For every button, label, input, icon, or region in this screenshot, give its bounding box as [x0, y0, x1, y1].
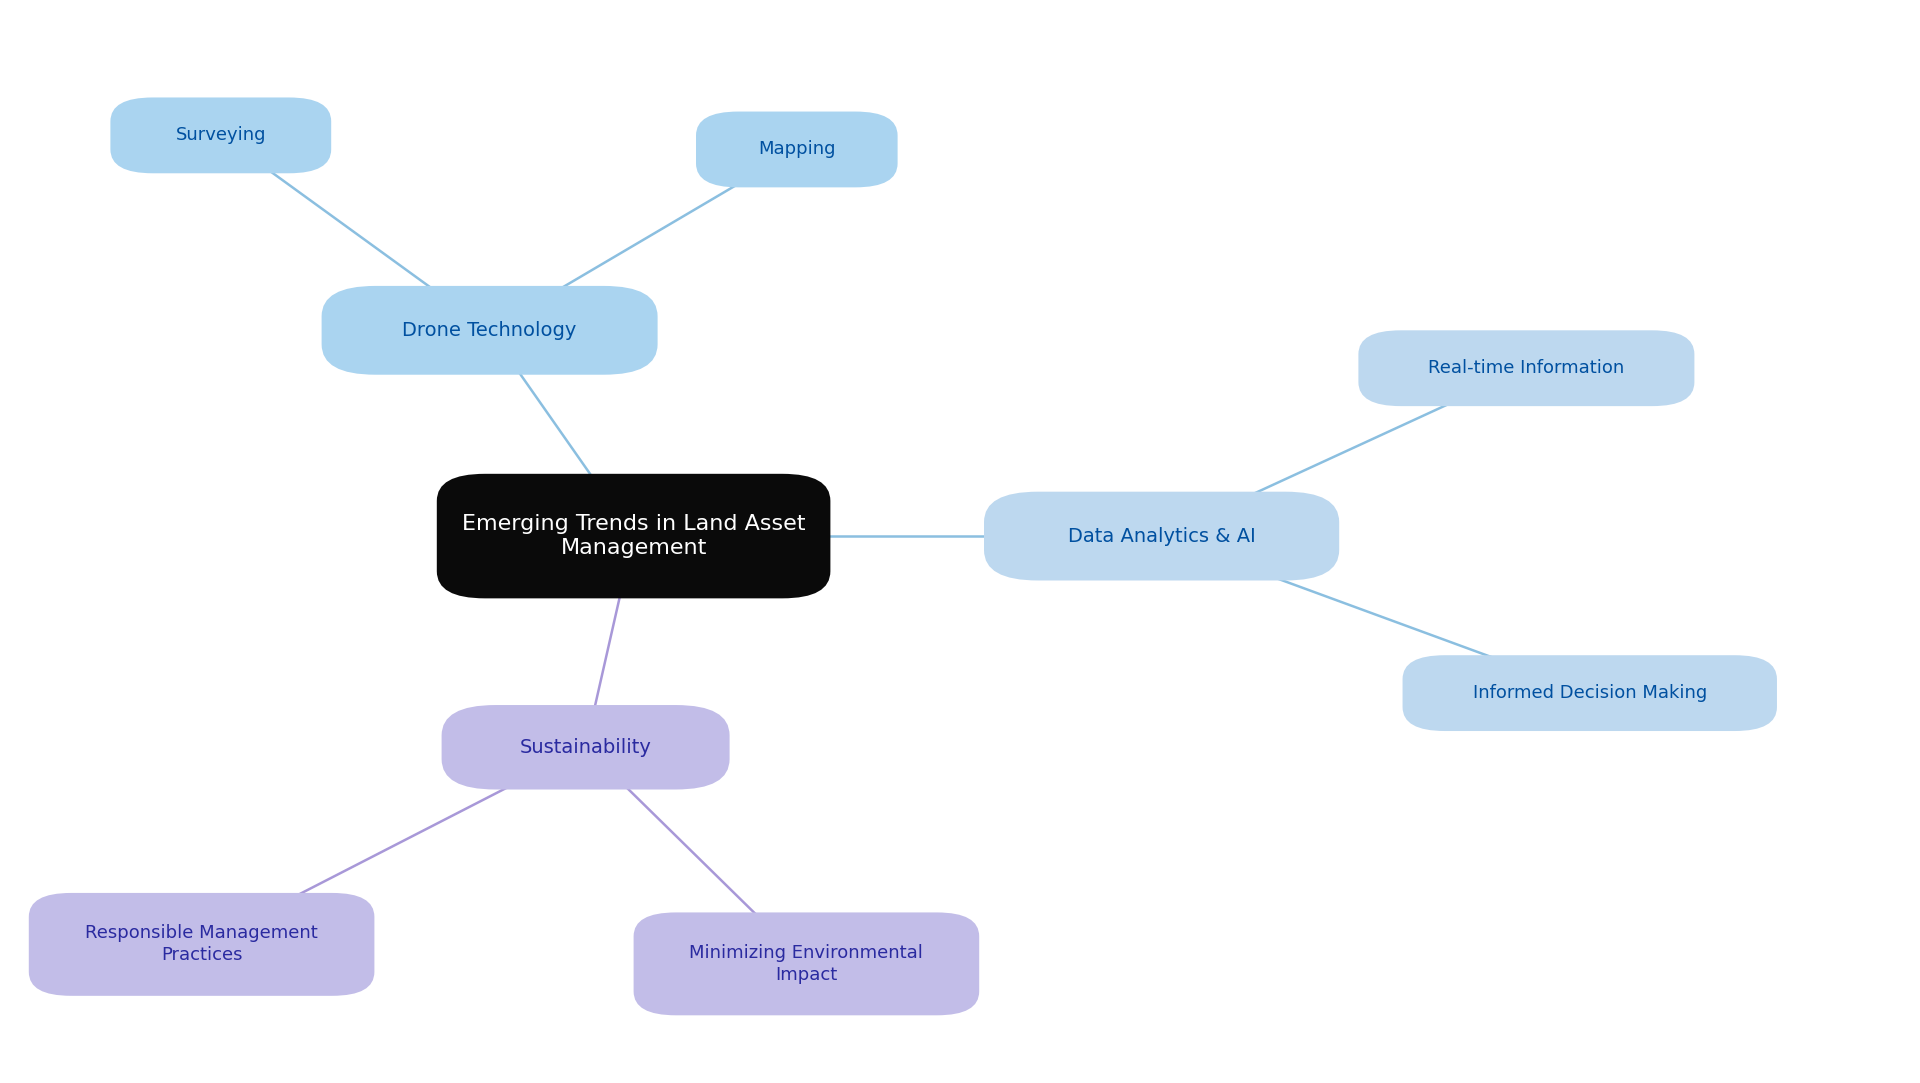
FancyBboxPatch shape: [695, 112, 897, 187]
Text: Responsible Management
Practices: Responsible Management Practices: [84, 924, 319, 965]
Text: Data Analytics & AI: Data Analytics & AI: [1068, 526, 1256, 546]
FancyBboxPatch shape: [442, 705, 730, 790]
FancyBboxPatch shape: [438, 474, 829, 598]
Text: Mapping: Mapping: [758, 141, 835, 158]
Text: Surveying: Surveying: [175, 127, 267, 144]
Text: Sustainability: Sustainability: [520, 738, 651, 757]
Text: Drone Technology: Drone Technology: [403, 321, 576, 340]
FancyBboxPatch shape: [1359, 330, 1695, 406]
Text: Informed Decision Making: Informed Decision Making: [1473, 684, 1707, 702]
Text: Real-time Information: Real-time Information: [1428, 360, 1624, 377]
Text: Minimizing Environmental
Impact: Minimizing Environmental Impact: [689, 943, 924, 984]
FancyBboxPatch shape: [983, 492, 1340, 580]
Text: Emerging Trends in Land Asset
Management: Emerging Trends in Land Asset Management: [463, 513, 804, 559]
FancyBboxPatch shape: [111, 97, 332, 173]
FancyBboxPatch shape: [29, 892, 374, 996]
FancyBboxPatch shape: [634, 912, 979, 1016]
FancyBboxPatch shape: [323, 286, 657, 375]
FancyBboxPatch shape: [1402, 655, 1778, 731]
